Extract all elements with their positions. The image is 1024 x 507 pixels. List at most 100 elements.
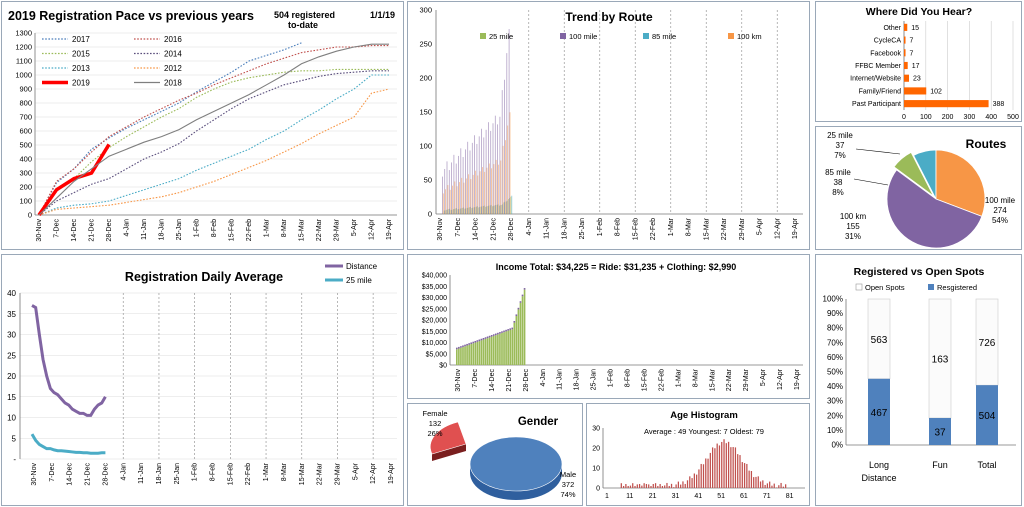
trend-x-tick: 28-Dec: [508, 218, 515, 241]
daily-ytick: 35: [7, 310, 16, 319]
age-bar: [750, 471, 753, 488]
trend-bar: [495, 205, 497, 214]
daily-x-tick: 22-Feb: [245, 463, 252, 485]
trend-bar: [469, 207, 470, 214]
age-bar: [629, 485, 632, 488]
trend-x-tick: 21-Dec: [490, 218, 497, 241]
hear-category: Internet/Website: [850, 76, 901, 83]
routes-label-count: 38: [834, 178, 843, 187]
trend-bar: [459, 208, 461, 214]
trend-bar: [456, 186, 458, 214]
pace-series-2016: [38, 45, 389, 216]
spots-reg-label: 467: [871, 408, 888, 419]
hear-bar: [904, 23, 908, 31]
trend-bar: [511, 195, 513, 214]
trend-bar: [502, 145, 504, 214]
age-bar: [650, 486, 652, 488]
hear-category: Family/Friend: [859, 88, 902, 95]
age-bar: [659, 484, 661, 488]
age-bar: [705, 458, 707, 488]
trend-bar: [483, 137, 485, 214]
spots-ytick: 0%: [831, 441, 843, 450]
daily-x-tick: 7-Dec: [49, 463, 56, 482]
hear-panel: Where Did You Hear? 0 100 200 300 400 500 Othe…: [815, 1, 1022, 122]
daily-x-tick: 15-Mar: [299, 462, 306, 485]
income-clothing-bar: [490, 335, 493, 337]
spots-open-bar: [928, 298, 952, 419]
income-bar: [476, 341, 479, 365]
daily-ytick: 25: [7, 351, 16, 360]
routes-slice: [886, 169, 983, 249]
hear-xtick: 100: [920, 114, 932, 121]
age-bar: [620, 483, 622, 488]
hear-title: Where Did You Hear?: [866, 6, 972, 18]
daily-x-tick: 1-Feb: [192, 463, 199, 481]
pace-note2: to-date: [288, 20, 318, 30]
trend-bar: [452, 185, 453, 214]
trend-bar: [458, 155, 459, 214]
pace-x-tick: 29-Mar: [334, 218, 341, 241]
income-ytick: $40,000: [422, 273, 447, 280]
spots-open-label: 563: [871, 335, 888, 346]
trend-bar: [498, 164, 499, 214]
routes-slice: [935, 149, 986, 217]
trend-bar: [488, 122, 489, 214]
age-bar: [769, 481, 771, 488]
trend-legend-label: 25 mile: [489, 32, 513, 41]
daily-x-tick: 4-Jan: [120, 463, 127, 481]
trend-x-tick: 7-Dec: [455, 218, 462, 237]
routes-label-name: 25 mile: [827, 131, 853, 140]
daily-x-tick: 8-Mar: [281, 462, 288, 481]
gender-panel: Gender Female 132 26% Male 372 74%: [407, 403, 583, 506]
pace-title: 2019 Registration Pace vs previous years: [8, 9, 254, 23]
spots-reg-bar: [976, 385, 998, 445]
income-x-tick: 29-Mar: [743, 368, 750, 391]
trend-x-tick: 22-Mar: [721, 217, 728, 240]
trend-bar: [469, 150, 471, 214]
income-bar: [519, 302, 522, 365]
pace-legend-label: 2012: [164, 64, 182, 73]
income-ytick: $0: [439, 363, 447, 370]
pace-ytick: 100: [19, 197, 32, 206]
age-bar: [716, 443, 718, 488]
income-bar: [523, 289, 526, 365]
age-bar: [707, 458, 709, 488]
routes-slice: [893, 151, 934, 197]
age-ytick: 10: [592, 466, 600, 473]
income-bar: [480, 340, 483, 365]
trend-chart: Trend by Route 0 50 100 150 200 250 300 30-Nov 7…: [419, 6, 803, 241]
spots-chart: Registered vs Open Spots 0% 10% 20% 30% 40% 5…: [823, 266, 1016, 483]
hear-value: 7: [910, 38, 914, 45]
hear-xtick: 500: [1007, 114, 1019, 121]
income-bar: [497, 334, 499, 365]
routes-label-count: 274: [993, 206, 1007, 215]
trend-bar: [448, 170, 450, 214]
income-bar: [486, 338, 489, 365]
trend-bar: [450, 209, 452, 214]
trend-bar: [493, 164, 495, 214]
routes-label-pct: 31%: [845, 232, 861, 241]
age-panel: Age Histogram Average : 49 Youngest: 7 O…: [586, 403, 810, 506]
age-bar: [645, 484, 648, 488]
trend-bar: [442, 176, 443, 214]
age-bar: [638, 484, 641, 488]
trend-bar: [465, 149, 466, 214]
age-bar: [648, 484, 650, 488]
income-bar: [458, 348, 460, 365]
spots-open-bar: [975, 298, 999, 386]
age-bar: [785, 484, 787, 488]
pace-legend-label: 2016: [164, 35, 182, 44]
trend-bar: [489, 205, 491, 214]
trend-bar: [506, 200, 508, 214]
leader-line: [855, 148, 901, 155]
trend-bar: [462, 207, 463, 214]
income-clothing-bar: [523, 288, 526, 290]
pace-legend-label: 2019: [72, 79, 90, 88]
daily-ytick: 10: [7, 414, 16, 423]
hear-xtick: 300: [964, 114, 976, 121]
age-xtick: 51: [717, 493, 725, 500]
age-bar: [627, 486, 629, 488]
gender-male-label: Male: [560, 470, 576, 479]
age-ytick: 30: [592, 426, 600, 433]
